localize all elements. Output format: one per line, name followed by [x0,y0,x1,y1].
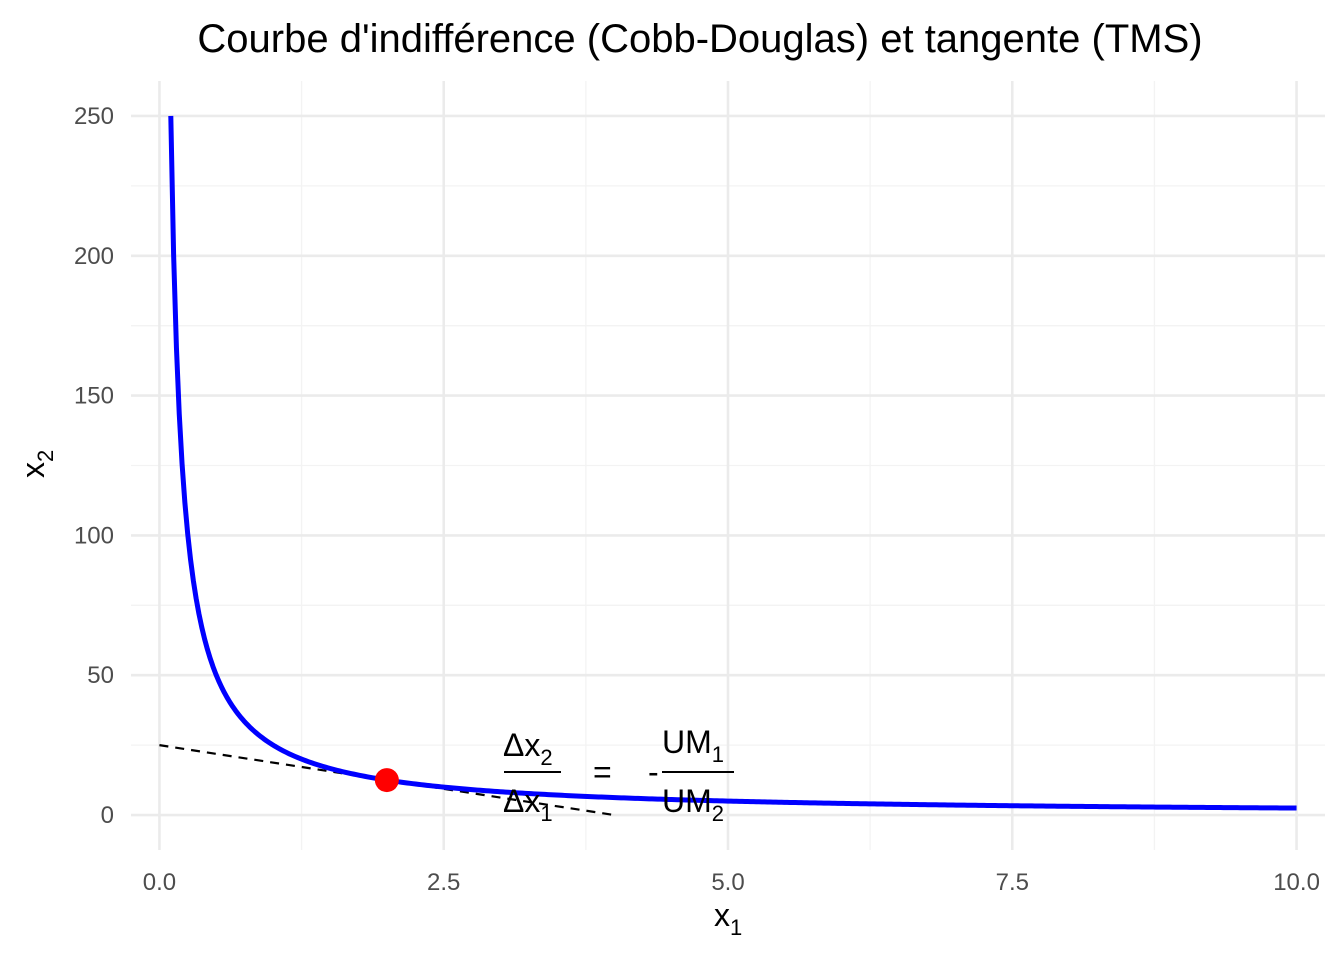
y-axis-title-base: x [15,462,51,478]
indifference-curve [168,115,1297,811]
y-tick-label: 100 [74,522,114,549]
anno-lhs-den-base: x [524,783,540,819]
anno-lhs-denominator: Δx1 [503,783,553,826]
x-tick-label: 7.5 [996,869,1029,896]
y-tick-label: 50 [87,662,114,689]
tangency-point [374,768,399,793]
x-axis-title-sub: 1 [730,915,742,940]
anno-lhs-den-delta: Δ [503,783,524,819]
y-tick-label: 150 [74,383,114,410]
anno-rhs-denominator: UM2 [662,783,724,826]
anno-rhs-den-sub: 2 [712,801,724,826]
anno-rhs-num-sub: 1 [712,742,724,767]
anno-lhs-num-base: x [524,727,540,763]
x-axis-title: x1 [714,897,742,940]
y-tick-label: 0 [101,802,114,829]
y-tick-label: 250 [74,103,114,130]
y-tick-label: 200 [74,243,114,270]
anno-rhs-den-base: UM [662,783,712,819]
anno-lhs-num-delta: Δ [503,727,524,763]
x-axis-title-base: x [714,897,730,933]
x-tick-label: 2.5 [427,869,460,896]
y-axis-title-sub: 2 [33,450,58,462]
anno-lhs-numerator: Δx2 [503,727,553,770]
chart-title: Courbe d'indifférence (Cobb-Douglas) et … [197,17,1202,61]
anno-rhs-numerator: UM1 [662,724,724,767]
y-axis-ticks: 0 50 100 150 200 250 [74,103,114,829]
anno-lhs-num-sub: 2 [540,745,552,770]
anno-minus: - [648,754,659,790]
anno-rhs-num-base: UM [662,724,712,760]
x-tick-label: 5.0 [711,869,744,896]
x-tick-label: 0.0 [143,869,176,896]
y-axis-title: x2 [15,450,58,478]
grid [131,81,1325,850]
anno-lhs-den-sub: 1 [540,801,552,826]
tms-annotation: Δx2 Δx1 = - UM1 UM2 [503,724,734,826]
anno-equals: = [593,754,612,790]
x-tick-label: 10.0 [1273,869,1320,896]
point-layer [374,768,399,793]
x-axis-ticks: 0.0 2.5 5.0 7.5 10.0 [143,869,1320,896]
